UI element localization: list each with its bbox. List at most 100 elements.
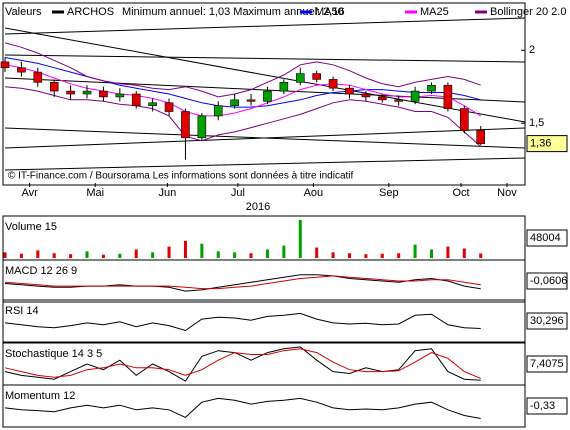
volume-bar [265,249,269,258]
y-tick-label: 2 [529,44,535,56]
legend-label: ARCHOS [67,6,114,18]
volume-bar [315,247,319,258]
x-tick-label: Jun [159,187,177,199]
indicator-line [4,348,481,379]
candle-body [246,99,256,102]
panel-title: RSI 14 [5,305,39,317]
indicator-line [4,42,481,98]
trend-line [4,127,526,149]
indicator-line [4,346,481,382]
chart-subtitle: Minimum annuel: 1,03 Maximum annuel: 2,1… [122,6,345,18]
volume-bar [69,254,73,258]
candle-body [148,102,157,106]
volume-bar [233,252,237,258]
volume-bar [298,219,302,258]
last-value-label: 30,296 [530,315,564,327]
volume-bar [19,253,23,258]
volume-bar [101,254,105,258]
legend-label: Bollinger 20 2.0 [490,6,566,18]
last-value-box [526,229,568,247]
panel-frame [2,2,526,186]
x-axis-label: 2016 [246,201,270,213]
indicator-line [4,86,482,147]
x-tick-label: Nov [497,187,517,199]
trend-line [4,54,526,63]
volume-bar [151,252,155,258]
volume-bar [249,253,253,258]
volume-bar [200,243,204,258]
candle-body [230,99,239,106]
indicator-line [4,312,481,332]
chart-title: Valeurs [5,6,42,18]
trend-line [4,157,526,171]
panel-title: MACD 12 26 9 [5,265,77,277]
trend-lines [4,17,526,171]
volume-bar [167,246,171,258]
x-tick-label: Jul [231,187,245,199]
candle-body [443,84,453,109]
panel-frame [2,299,526,343]
x-tick-label: Aou [304,187,324,199]
last-value-box [526,312,568,330]
indicator-line [4,397,481,419]
legend-label: MA25 [420,6,449,18]
volume-bar [183,240,187,258]
trend-line [4,27,526,123]
last-value-label: -0,0606 [530,275,567,287]
last-value-label: 48004 [530,232,561,244]
panel-frame [2,259,526,303]
candle-body [213,105,223,117]
volume-bar [52,253,56,258]
candle-body [49,82,59,92]
candle-body [394,99,403,102]
candle-body [99,90,108,98]
candle-body [164,102,174,112]
legend-label: MA50 [315,6,344,18]
indicator-line [4,64,481,117]
candle-body [345,87,354,95]
volume-bar [462,248,466,258]
x-tick-label: Oct [452,187,469,199]
volume-bar [429,249,433,258]
panel-frame [2,384,526,428]
trend-line [4,17,526,35]
panel-title: Stochastique 14 3 5 [5,348,102,360]
indicator-line [4,57,481,108]
volume-bar [446,246,450,258]
candle-body [460,108,469,131]
volume-bar [3,252,7,258]
last-value-box [526,272,568,290]
volume-bar [118,253,122,258]
last-value-box [526,355,568,373]
y-tick-label: 1,5 [529,117,544,129]
annotation: © IT-Finance.com / Boursorama Les inform… [8,171,354,182]
candle-body [82,90,92,95]
candle-body [312,73,321,80]
x-tick-label: Avr [21,187,38,199]
trend-line [4,77,526,103]
last-value-box [526,397,568,415]
panel-title: Momentum 12 [5,390,75,402]
candle-body [66,90,75,95]
candle-body [427,84,436,92]
candle-body [17,67,26,73]
volume-bar [216,251,220,258]
candle-body [279,82,289,92]
candle-body [328,79,338,89]
volume-bar [282,245,286,258]
panel-title: Volume 15 [5,221,57,233]
volume-bar [413,244,417,258]
last-value-label: 1,36 [530,138,551,150]
volume-bar [134,249,138,258]
candle-body [115,93,125,98]
x-tick-label: Mai [86,187,104,199]
last-value-label: 7,4075 [530,358,564,370]
volume-bar [85,251,89,258]
candle-body [410,90,420,102]
indicator-line [4,275,481,290]
candle-body [263,90,272,102]
candle-body [361,93,371,98]
legend-background [3,3,403,19]
volume-bar [479,253,483,258]
last-value-label: -0,33 [530,400,555,412]
